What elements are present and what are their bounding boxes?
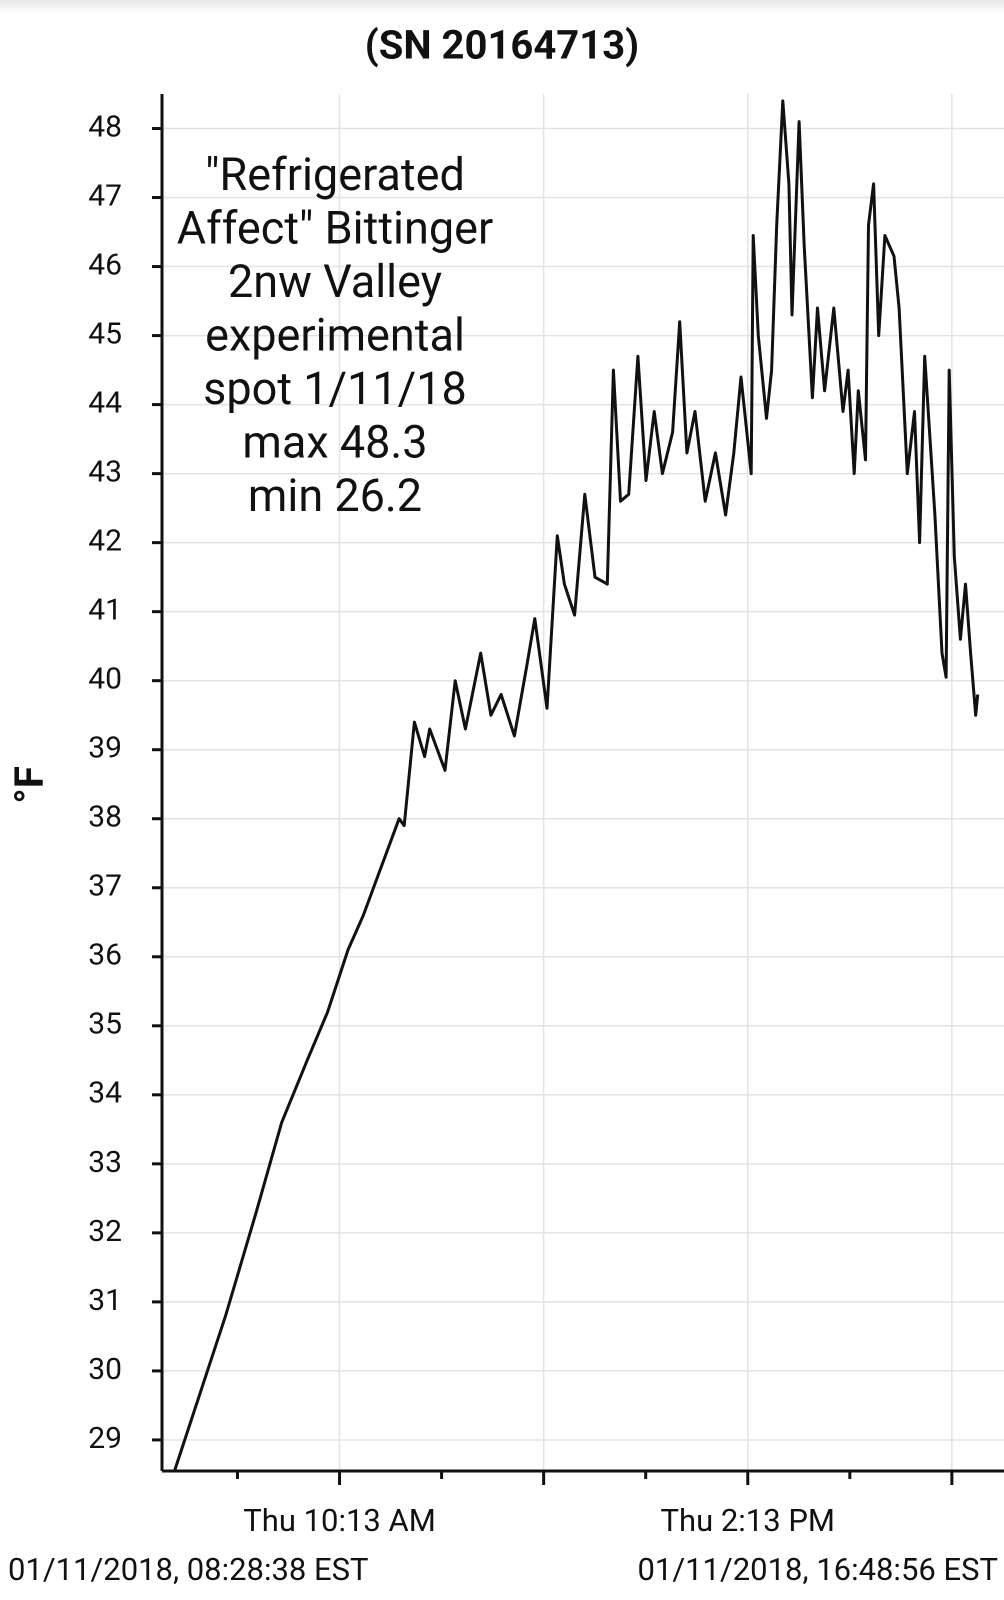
x-tick-label: Thu 2:13 PM [661, 1502, 835, 1539]
y-axis-label: °F [6, 766, 53, 804]
y-tick-label: 39 [88, 731, 122, 766]
y-tick-label: 48 [88, 109, 122, 144]
y-tick-label: 34 [88, 1076, 122, 1111]
annotation-line: min 26.2 [248, 469, 422, 522]
y-tick-label: 32 [88, 1214, 122, 1249]
y-tick-label: 46 [88, 247, 122, 282]
annotation-line: "Refrigerated [205, 148, 465, 201]
chart-title: (SN 20164713) [365, 22, 639, 69]
annotation-line: 2nw Valley [228, 255, 442, 308]
y-tick-label: 33 [88, 1145, 122, 1180]
y-tick-label: 42 [88, 524, 122, 559]
y-tick-label: 40 [88, 662, 122, 697]
annotation-line: Affect" Bittinger [177, 201, 493, 254]
y-tick-label: 35 [88, 1007, 122, 1042]
y-tick-label: 41 [88, 593, 122, 628]
x-tick-label: Thu 10:13 AM [243, 1502, 436, 1539]
annotation-line: spot 1/11/18 [203, 362, 467, 415]
y-tick-label: 44 [88, 386, 122, 421]
y-tick-label: 38 [88, 800, 122, 835]
start-label: 01/11/2018, 08:28:38 EST [8, 1551, 369, 1588]
y-tick-label: 29 [88, 1421, 122, 1456]
line-series [173, 99, 980, 1472]
top-shade [0, 0, 1004, 14]
end-label: 01/11/2018, 16:48:56 EST [637, 1551, 998, 1588]
annotation-line: max 48.3 [242, 415, 427, 468]
y-tick-label: 47 [88, 178, 122, 213]
y-tick-label: 31 [88, 1283, 122, 1318]
annotation-line: experimental [205, 308, 465, 361]
y-tick-label: 36 [88, 938, 122, 973]
y-tick-label: 45 [88, 317, 122, 352]
y-tick-label: 37 [88, 869, 122, 904]
y-tick-label: 30 [88, 1352, 122, 1387]
y-tick-label: 43 [88, 455, 122, 490]
